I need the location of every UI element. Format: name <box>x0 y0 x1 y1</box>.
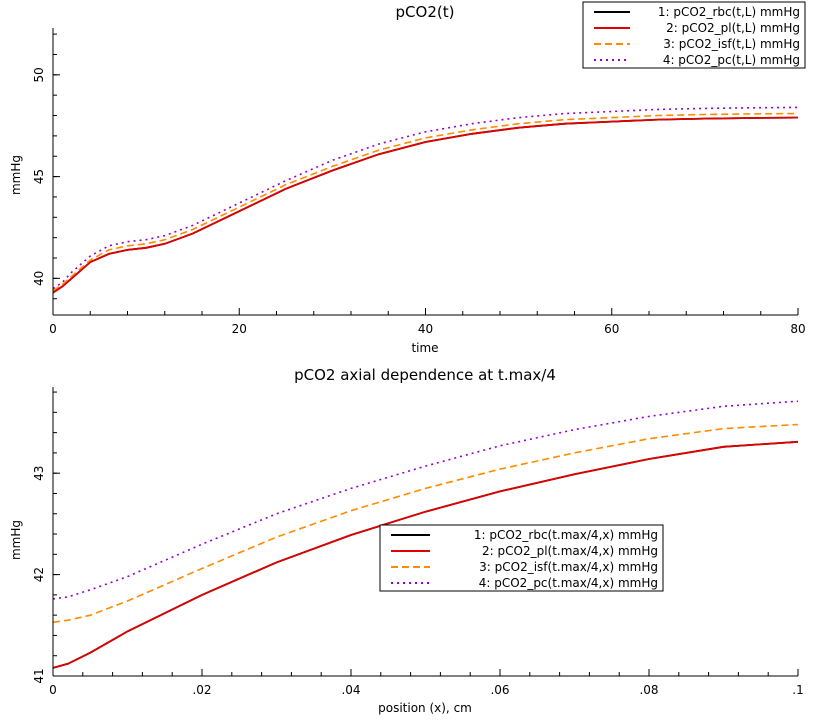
series-line-3 <box>52 423 799 624</box>
x-axis-label: time <box>411 341 438 355</box>
x-tick-label: .06 <box>490 683 509 697</box>
x-tick-label: .08 <box>639 683 658 697</box>
chart-title: pCO2(t) <box>396 3 455 21</box>
x-tick-label: .1 <box>792 683 803 697</box>
legend-label-1: 1: pCO2_rbc(t.max/4,x) mmHg <box>474 528 658 542</box>
x-tick-label: 0 <box>49 322 57 336</box>
legend-label-3: 3: pCO2_isf(t.max/4,x) mmHg <box>479 560 658 574</box>
x-tick-label: 0 <box>49 683 57 697</box>
chart-time-course: pCO2(t) time mmHg 0 20 40 60 80 40 45 50 1: pCO… <box>9 1 806 355</box>
x-tick-label: 60 <box>604 322 619 336</box>
y-tick-label: 43 <box>32 466 46 481</box>
legend-label-1: 1: pCO2_rbc(t,L) mmHg <box>658 5 800 19</box>
axis-ticks: 0 20 40 60 80 40 45 50 <box>32 33 806 336</box>
series-group <box>52 400 799 669</box>
axis-ticks: 0 .02 .04 .06 .08 .1 41 42 43 <box>32 391 804 697</box>
legend-label-2: 2: pCO2_pl(t,L) mmHg <box>666 21 800 35</box>
y-axis-label: mmHg <box>9 520 23 560</box>
series-line-3 <box>52 112 799 292</box>
x-tick-label: 40 <box>418 322 433 336</box>
y-tick-label: 50 <box>32 67 46 82</box>
legend-label-3: 3: pCO2_isf(t,L) mmHg <box>663 37 800 51</box>
y-tick-label: 41 <box>32 668 46 683</box>
legend-label-2: 2: pCO2_pl(t.max/4,x) mmHg <box>482 544 658 558</box>
legend-label-4: 4: pCO2_pc(t.max/4,x) mmHg <box>479 576 658 590</box>
legend: 1: pCO2_rbc(t,L) mmHg 2: pCO2_pl(t,L) mmH… <box>582 1 806 69</box>
x-tick-label: .02 <box>192 683 211 697</box>
series-line-2 <box>52 116 799 294</box>
x-tick-label: .04 <box>341 683 360 697</box>
x-tick-label: 20 <box>232 322 247 336</box>
legend: 1: pCO2_rbc(t.max/4,x) mmHg 2: pCO2_pl(t.… <box>379 524 664 592</box>
y-tick-label: 45 <box>32 169 46 184</box>
series-line-2 <box>52 440 799 669</box>
legend-label-4: 4: pCO2_pc(t,L) mmHg <box>663 53 800 67</box>
series-line-4 <box>52 400 799 600</box>
y-tick-label: 42 <box>32 567 46 582</box>
series-line-4 <box>52 106 799 290</box>
x-tick-label: 80 <box>790 322 805 336</box>
x-axis-label: position (x), cm <box>378 701 472 715</box>
chart-axial-dependence: pCO2 axial dependence at t.max/4 positio… <box>9 366 804 715</box>
y-tick-label: 40 <box>32 271 46 286</box>
y-axis-label: mmHg <box>9 155 23 195</box>
series-group <box>52 106 799 294</box>
chart-title: pCO2 axial dependence at t.max/4 <box>294 366 556 384</box>
series-line-1 <box>52 116 799 294</box>
